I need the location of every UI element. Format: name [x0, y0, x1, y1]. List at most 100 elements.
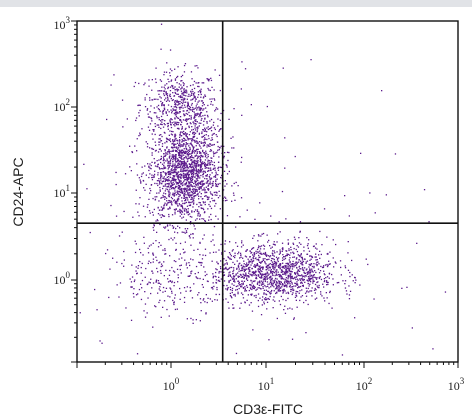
data-point	[374, 212, 376, 214]
data-point	[165, 152, 167, 154]
data-point	[180, 80, 182, 82]
data-point	[183, 101, 185, 103]
data-point	[179, 204, 181, 206]
data-point	[265, 276, 267, 278]
data-point	[365, 258, 367, 260]
data-point	[191, 92, 193, 95]
data-point	[298, 259, 300, 261]
data-point	[142, 254, 144, 256]
data-point	[160, 174, 162, 176]
data-point	[339, 260, 342, 262]
data-point	[207, 188, 209, 190]
data-point	[324, 274, 326, 276]
data-point	[204, 128, 206, 131]
data-point	[171, 177, 173, 179]
data-point	[195, 154, 198, 156]
data-point	[188, 150, 191, 152]
data-point	[271, 264, 274, 266]
data-point	[188, 126, 190, 129]
data-point	[203, 82, 205, 84]
data-point	[179, 155, 182, 157]
data-point	[284, 284, 286, 286]
data-point	[204, 211, 206, 213]
data-point	[177, 75, 179, 78]
data-point	[181, 154, 183, 156]
data-point	[270, 275, 272, 278]
data-point	[310, 281, 312, 283]
data-point	[204, 159, 207, 161]
data-point	[199, 152, 201, 154]
data-point	[194, 95, 196, 98]
data-point	[151, 99, 154, 101]
data-point	[179, 116, 182, 118]
data-point	[261, 274, 263, 277]
data-point	[310, 258, 312, 260]
data-point	[164, 196, 166, 198]
data-point	[326, 280, 328, 282]
data-point	[153, 129, 155, 131]
data-point	[169, 139, 171, 141]
data-point	[212, 275, 215, 277]
data-point	[169, 269, 171, 272]
data-point	[161, 86, 163, 88]
data-point	[134, 240, 136, 242]
data-point	[207, 161, 209, 163]
data-point	[174, 167, 176, 169]
data-point	[185, 118, 187, 120]
data-point	[186, 190, 188, 193]
data-point	[196, 121, 198, 123]
data-point	[170, 181, 172, 183]
data-point	[220, 243, 222, 246]
data-point	[183, 138, 186, 140]
data-point	[165, 197, 168, 199]
data-point	[329, 291, 331, 294]
data-point	[195, 166, 197, 168]
data-point	[187, 185, 189, 187]
data-point	[257, 240, 259, 242]
data-point	[188, 204, 190, 207]
data-point	[206, 273, 208, 276]
data-point	[187, 195, 190, 197]
data-point	[203, 139, 205, 141]
data-point	[265, 289, 267, 291]
data-point	[274, 262, 276, 264]
data-point	[258, 256, 260, 258]
data-point	[164, 185, 167, 187]
data-point	[264, 278, 266, 280]
data-point	[277, 286, 279, 288]
data-point	[320, 278, 323, 281]
data-point	[229, 274, 232, 276]
data-point	[169, 194, 171, 196]
data-point	[202, 155, 204, 157]
data-point	[201, 258, 204, 260]
data-point	[208, 203, 210, 206]
data-point	[252, 247, 255, 249]
data-point	[158, 200, 160, 202]
data-point	[300, 281, 302, 284]
data-point	[172, 158, 174, 161]
data-point	[131, 151, 133, 153]
data-point	[219, 266, 222, 268]
data-point	[188, 106, 191, 108]
data-point	[177, 117, 180, 119]
data-point	[295, 261, 298, 263]
data-point	[174, 146, 176, 148]
data-point	[178, 210, 180, 212]
data-point	[193, 170, 195, 172]
data-point	[160, 206, 163, 208]
data-point	[163, 158, 165, 160]
data-point	[223, 268, 225, 270]
data-point	[179, 119, 181, 121]
data-point	[202, 176, 204, 178]
data-point	[224, 250, 226, 252]
data-point	[252, 237, 254, 239]
data-point	[181, 231, 183, 233]
data-point	[197, 248, 199, 250]
data-point	[258, 271, 261, 273]
data-point	[276, 259, 279, 261]
data-point	[228, 281, 230, 284]
data-point	[301, 279, 304, 281]
data-point	[313, 245, 315, 247]
data-point	[178, 195, 180, 198]
data-point	[307, 270, 309, 273]
